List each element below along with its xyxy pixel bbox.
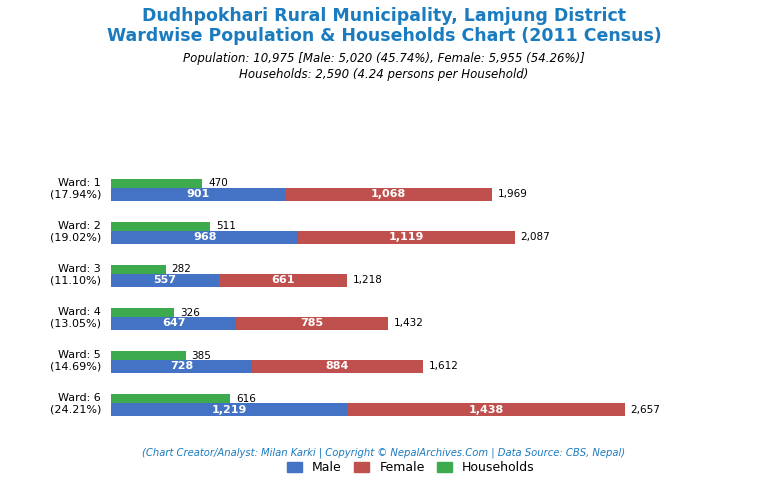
Text: 2,657: 2,657 [631,405,660,415]
Text: 557: 557 [154,275,177,285]
Text: 901: 901 [187,189,210,199]
Text: 1,119: 1,119 [389,232,424,242]
Text: 1,219: 1,219 [211,405,247,415]
Text: 385: 385 [191,351,211,361]
Bar [219,274,346,287]
Text: Wardwise Population & Households Chart (2011 Census): Wardwise Population & Households Chart (… [107,27,661,45]
Text: 1,068: 1,068 [371,189,406,199]
Text: 470: 470 [208,178,228,188]
Text: 1,438: 1,438 [468,405,504,415]
Bar [111,274,219,287]
Legend: Male, Female, Households: Male, Female, Households [282,456,540,479]
Bar [111,403,347,416]
Text: 1,969: 1,969 [498,189,528,199]
Text: 511: 511 [216,221,236,231]
Bar [111,188,286,201]
Text: Dudhpokhari Rural Municipality, Lamjung District: Dudhpokhari Rural Municipality, Lamjung … [142,7,626,26]
Text: 326: 326 [180,308,200,317]
Text: 968: 968 [193,232,217,242]
Bar [299,231,515,244]
Bar [111,179,202,188]
Text: 2,087: 2,087 [521,232,550,242]
Bar [111,265,166,274]
Text: 616: 616 [237,394,256,404]
Bar [237,317,388,330]
Bar [111,360,252,373]
Text: 1,612: 1,612 [429,361,458,371]
Text: 282: 282 [172,264,191,275]
Text: 1,432: 1,432 [394,318,424,328]
Text: 1,218: 1,218 [353,275,382,285]
Text: Households: 2,590 (4.24 persons per Household): Households: 2,590 (4.24 persons per Hous… [240,68,528,81]
Bar [111,352,186,360]
Bar [111,308,174,317]
Text: 661: 661 [271,275,295,285]
Text: 647: 647 [162,318,186,328]
Text: Population: 10,975 [Male: 5,020 (45.74%), Female: 5,955 (54.26%)]: Population: 10,975 [Male: 5,020 (45.74%)… [183,52,585,65]
Text: (Chart Creator/Analyst: Milan Karki | Copyright © NepalArchives.Com | Data Sourc: (Chart Creator/Analyst: Milan Karki | Co… [142,447,626,458]
Text: 884: 884 [326,361,349,371]
Bar [347,403,625,416]
Text: 785: 785 [300,318,324,328]
Bar [111,231,299,244]
Bar [111,394,230,403]
Bar [111,317,237,330]
Bar [286,188,492,201]
Bar [252,360,423,373]
Text: 728: 728 [170,361,194,371]
Bar [111,222,210,231]
